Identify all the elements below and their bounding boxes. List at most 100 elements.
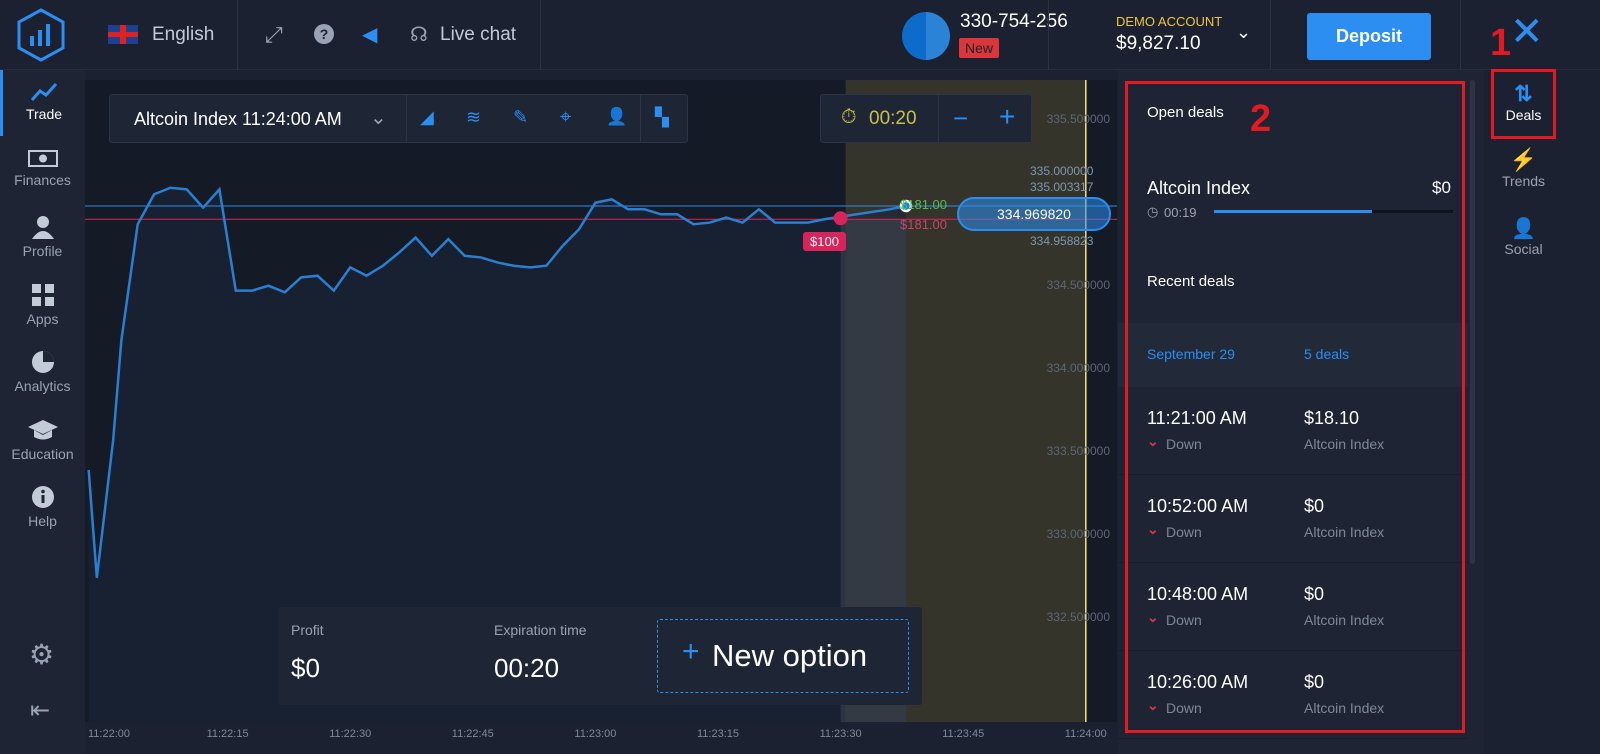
language-selector[interactable]: English	[152, 24, 215, 45]
sidebar-item-deals[interactable]: ⇅ Deals	[1492, 75, 1555, 139]
new-option-button[interactable]: + New option	[657, 619, 909, 693]
deal-amount-badge: $100	[803, 232, 846, 251]
info-icon	[31, 486, 54, 508]
pie-icon	[31, 351, 54, 373]
y-tick-label: 333.000000	[1047, 527, 1111, 541]
logout-icon[interactable]: ⇤	[30, 697, 51, 724]
recent-deal-item[interactable]: 10:26:00 AM ⌄ Down $0 Altcoin Index	[1118, 651, 1468, 739]
account-type: DEMO ACCOUNT	[1116, 14, 1223, 29]
chart-canvas[interactable]: 335.500000 334.500000 334.000000 333.500000…	[85, 80, 1117, 722]
annotation-box-2	[1125, 81, 1465, 733]
timer-control: ⏱ 00:20 − +	[820, 94, 1032, 143]
overlay-price: 334.958823	[1030, 234, 1094, 248]
annotation-number-2: 2	[1250, 98, 1272, 140]
grid-icon	[31, 284, 54, 306]
trade-summary: Profit $0 Expiration time 00:20 + New op…	[278, 607, 922, 705]
indicators-icon[interactable]: ≋	[466, 107, 482, 127]
recent-deal-item[interactable]: 10:48:00 AM ⌄ Down $0 Altcoin Index	[1118, 563, 1468, 651]
live-chat-link[interactable]: Live chat	[440, 24, 517, 45]
clock-icon: ◷	[1147, 204, 1159, 219]
crosshair-icon[interactable]: ⌖	[560, 106, 572, 128]
lightning-icon: ⚡	[1509, 147, 1538, 172]
add-user-icon: 👤	[1511, 218, 1536, 240]
uk-flag-icon	[108, 25, 138, 44]
expiration-value: 00:20	[494, 653, 560, 683]
y-tick-label: 334.000000	[1047, 361, 1111, 375]
y-tick-label: 333.500000	[1047, 444, 1111, 458]
trend-up-icon	[30, 82, 58, 101]
avatar[interactable]	[902, 12, 950, 60]
price-series-line	[87, 186, 907, 578]
x-tick-label: 11:24:00	[1065, 728, 1107, 740]
sidebar-item-finances[interactable]: Finances	[0, 138, 85, 204]
banknote-icon	[27, 150, 58, 167]
pencil-icon[interactable]: ✎	[513, 107, 529, 127]
sidebar-item-help[interactable]: Help	[0, 475, 85, 541]
x-tick-label: 11:23:00	[574, 728, 616, 740]
arrow-down-icon: ⌄	[1147, 521, 1159, 537]
annotation-number-1: 1	[1490, 22, 1512, 64]
deals-panel: Open deals Altcoin Index $0 ◷ 00:19 Rece…	[1118, 70, 1484, 754]
top-bar: English ⤢ ? ◀ ☊ Live chat 330-754-256 Ne…	[0, 0, 1600, 70]
price-area	[88, 187, 906, 722]
new-badge: New	[959, 38, 1000, 58]
help-icon[interactable]: ?	[314, 24, 334, 44]
user-icon	[31, 216, 54, 239]
sound-icon[interactable]: ◀	[362, 24, 378, 46]
sidebar-item-trade[interactable]: Trade	[0, 70, 85, 136]
swap-arrows-icon: ⇅	[1514, 81, 1533, 106]
stopwatch-icon: ⏱	[841, 106, 857, 128]
recent-deals-title: Recent deals	[1147, 273, 1235, 290]
x-axis: 11:22:00 11:22:15 11:22:30 11:22:45 11:23:00…	[85, 722, 1117, 754]
settings-gear-icon[interactable]: ⚙	[29, 639, 55, 670]
x-tick-label: 11:23:30	[820, 728, 862, 740]
y-tick-label: 332.500000	[1047, 610, 1111, 624]
x-tick-label: 11:22:30	[329, 728, 371, 740]
chart-toolbar: Altcoin Index 11:24:00 AM ⌄ ◢ ≋ ✎ ⌖ 👤 ▚	[109, 94, 688, 143]
plus-icon: +	[682, 635, 700, 668]
x-tick-label: 11:22:45	[452, 728, 494, 740]
recent-deal-item[interactable]: 11:21:00 AM ⌄ Down $18.10 Altcoin Index	[1118, 387, 1468, 475]
chevron-down-icon[interactable]: ⌄	[370, 107, 387, 129]
arrow-down-icon: ⌄	[1147, 697, 1159, 713]
headset-icon: ☊	[410, 24, 428, 46]
open-deals-title: Open deals	[1147, 104, 1224, 121]
timer-value[interactable]: 00:20	[869, 108, 917, 129]
account-id: 330-754-256	[960, 11, 1068, 32]
down-payout-label: $181.00	[900, 217, 947, 232]
balance: $9,827.10	[1116, 33, 1201, 54]
sidebar-item-education[interactable]: Education	[0, 408, 85, 474]
up-payout-label: $181.00	[900, 197, 947, 212]
arrow-down-icon: ⌄	[1147, 609, 1159, 625]
open-deal-item[interactable]: Altcoin Index $0 ◷ 00:19	[1118, 160, 1468, 230]
arrow-down-icon: ⌄	[1147, 433, 1159, 449]
current-price-bubble: 334.969820	[957, 197, 1111, 231]
deal-progress-bar	[1214, 210, 1453, 213]
sidebar-item-social[interactable]: 👤 Social	[1492, 213, 1555, 277]
y-tick-label: 335.500000	[1047, 112, 1111, 126]
y-tick-label: 334.500000	[1047, 278, 1111, 292]
chart-type-icon[interactable]: ◢	[420, 107, 434, 127]
current-point	[899, 199, 913, 213]
fullscreen-icon[interactable]: ⤢	[265, 22, 283, 47]
recent-deal-item[interactable]: 10:52:00 AM ⌄ Down $0 Altcoin Index	[1118, 475, 1468, 563]
timer-minus-button[interactable]: −	[953, 103, 969, 133]
sidebar-item-profile[interactable]: Profile	[0, 205, 85, 271]
sidebar-item-trends[interactable]: ⚡ Trends	[1492, 145, 1555, 209]
scrollbar[interactable]	[1470, 80, 1475, 564]
profit-value: $0	[291, 653, 320, 683]
deposit-button[interactable]: Deposit	[1307, 13, 1431, 60]
price-chart[interactable]: 335.500000 334.500000 334.000000 333.500000…	[85, 80, 1117, 722]
logo-icon[interactable]	[14, 8, 68, 62]
deal-marker	[833, 211, 848, 226]
sidebar-item-apps[interactable]: Apps	[0, 273, 85, 339]
add-user-icon[interactable]: 👤	[606, 107, 628, 126]
layout-icon[interactable]: ▚	[655, 107, 669, 127]
close-icon[interactable]: ✕	[1510, 10, 1544, 54]
timer-plus-button[interactable]: +	[999, 101, 1016, 132]
sidebar-item-analytics[interactable]: Analytics	[0, 340, 85, 406]
overlay-price: 335.000000	[1030, 164, 1094, 178]
chevron-down-icon[interactable]: ⌄	[1236, 22, 1252, 42]
asset-selector[interactable]: Altcoin Index 11:24:00 AM	[134, 109, 342, 129]
overlay-price: 335.003317	[1030, 180, 1094, 194]
